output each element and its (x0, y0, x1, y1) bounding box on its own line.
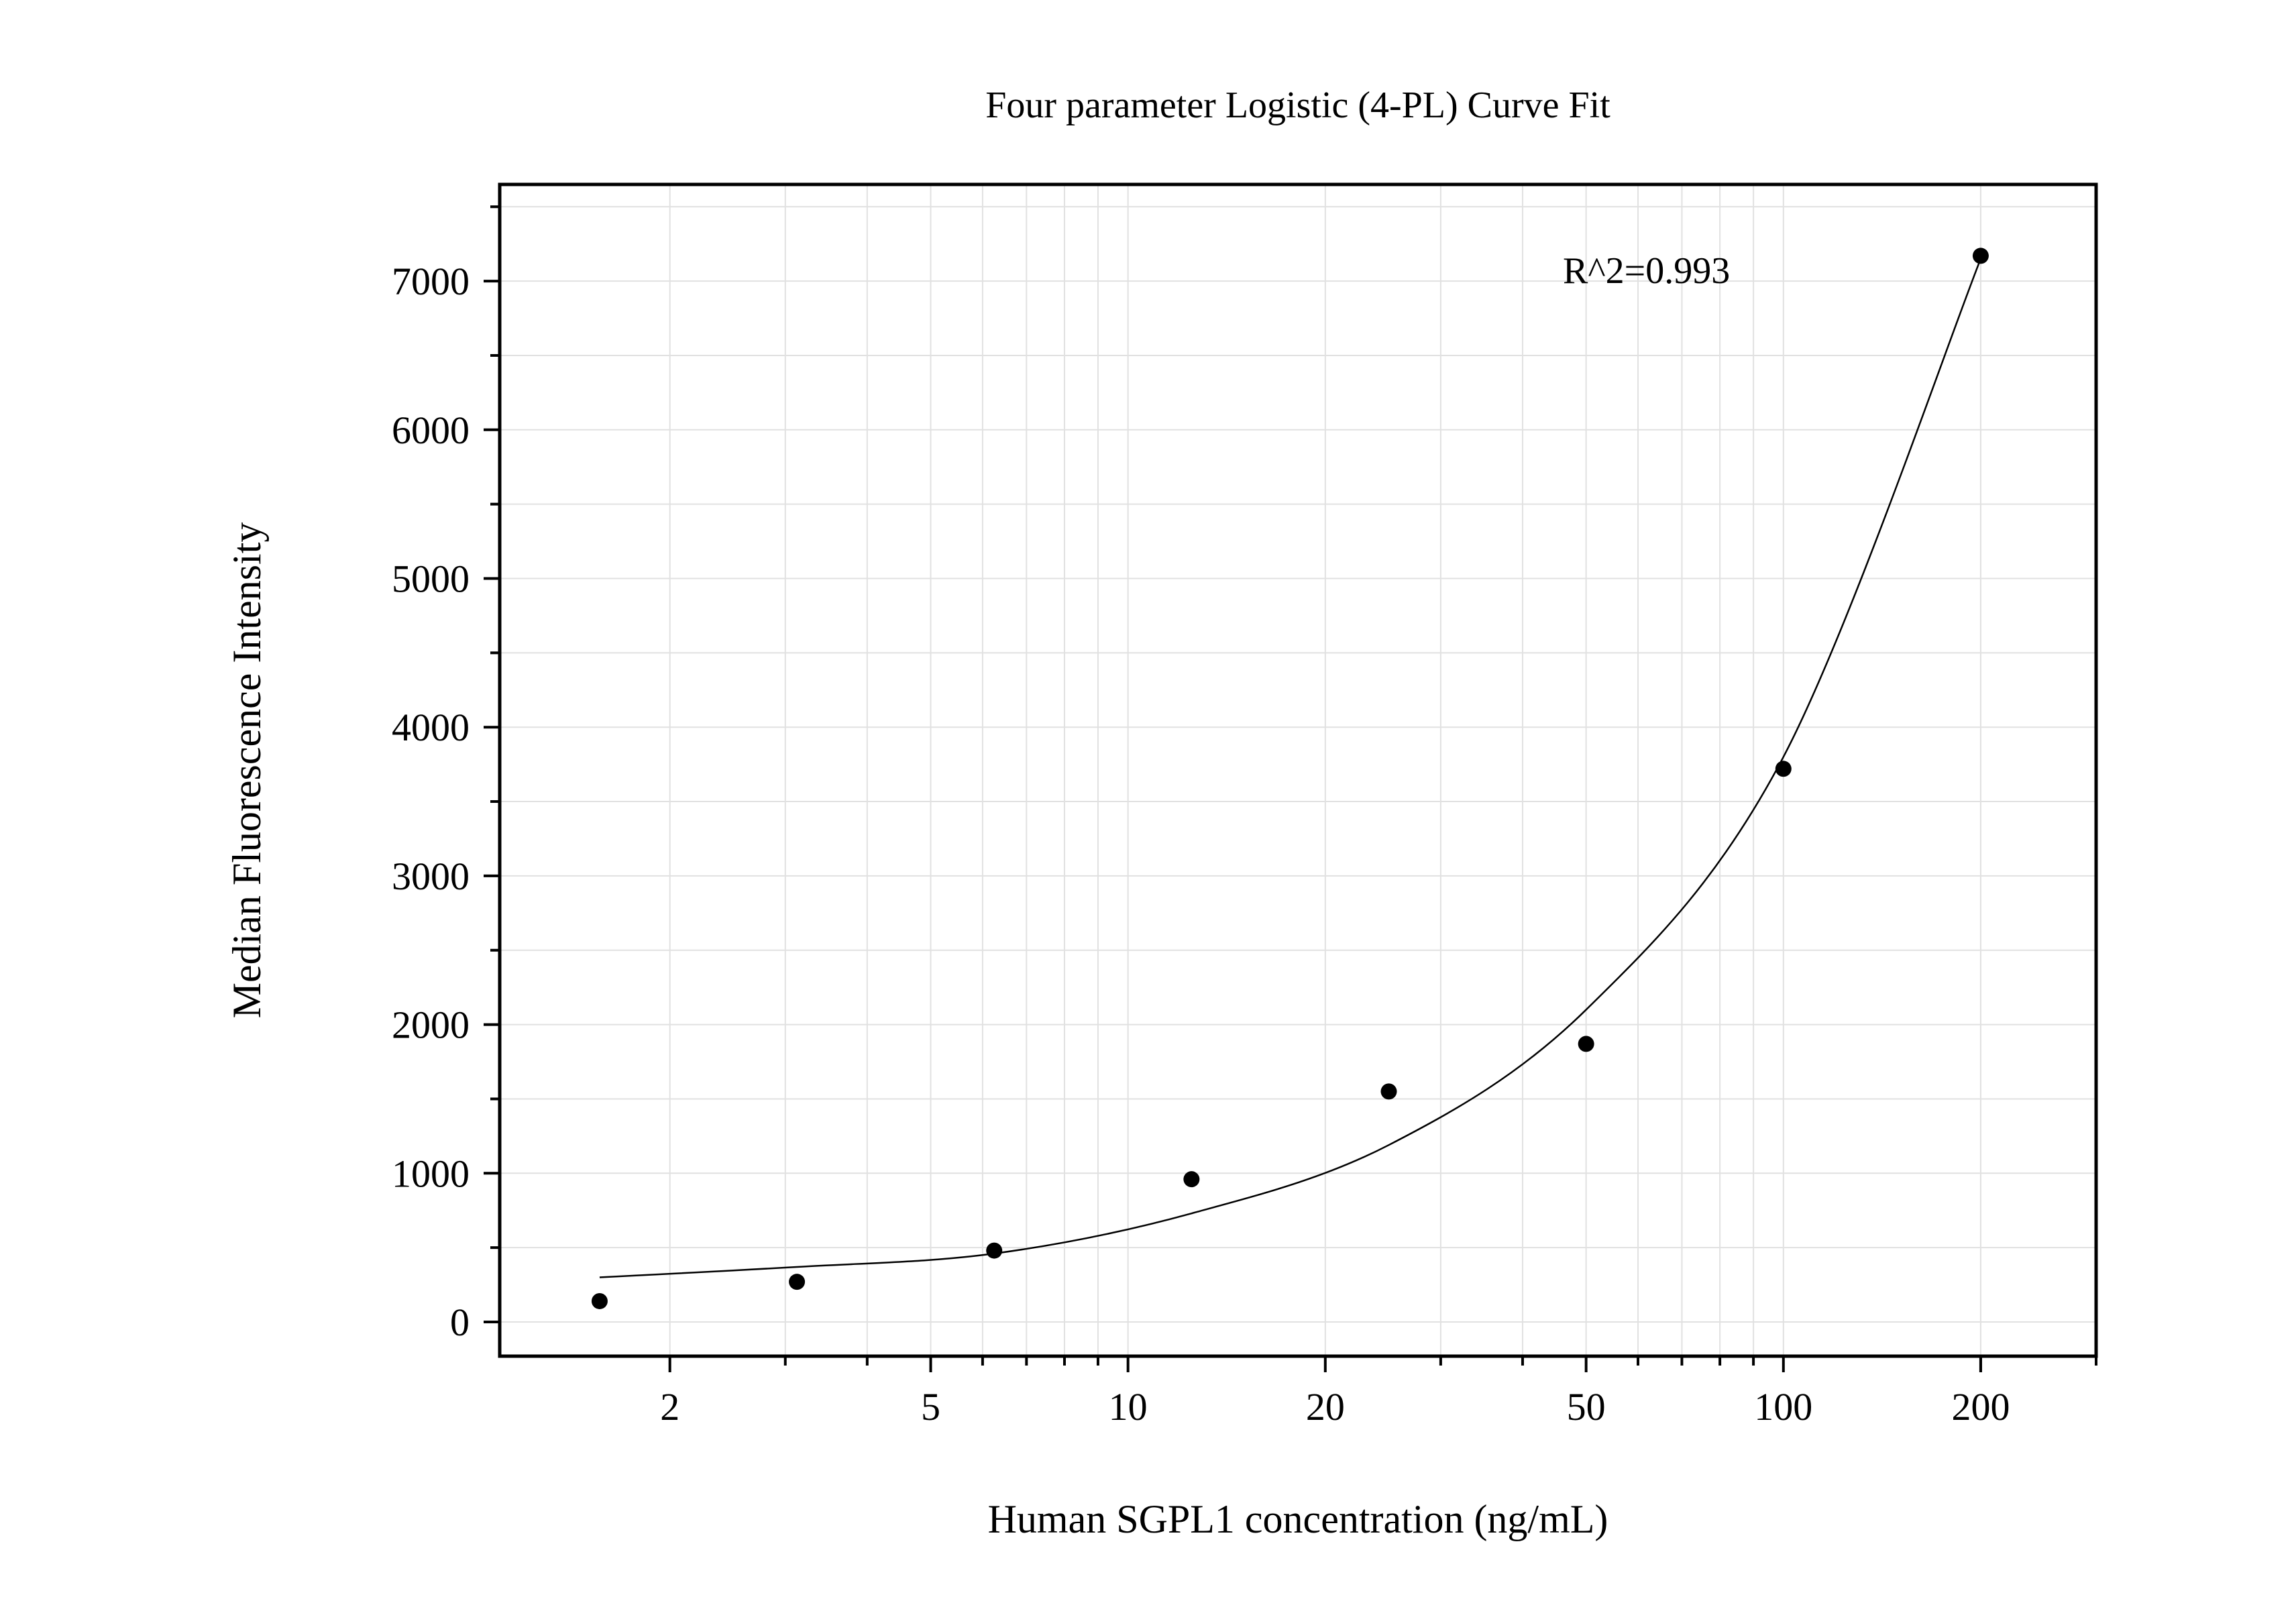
x-tick-label: 200 (1951, 1385, 2010, 1429)
data-point (1578, 1036, 1594, 1052)
data-point (591, 1292, 608, 1309)
y-tick-label: 0 (450, 1300, 470, 1344)
data-point (789, 1274, 806, 1290)
data-point (986, 1242, 1003, 1259)
x-tick-label: 20 (1306, 1385, 1345, 1429)
points-layer (591, 247, 1989, 1309)
y-tick-label: 2000 (392, 1003, 470, 1047)
y-tick-label: 7000 (392, 260, 470, 303)
y-tick-label: 4000 (392, 706, 470, 749)
x-tick-label: 2 (660, 1385, 679, 1429)
plot-frame (498, 182, 2098, 1358)
y-tick-label: 1000 (392, 1152, 470, 1195)
x-tick-label: 50 (1567, 1385, 1606, 1429)
x-tick-label: 100 (1754, 1385, 1812, 1429)
r-squared-annotation: R^2=0.993 (1563, 250, 1730, 292)
curve-layer (599, 258, 1982, 1278)
data-point (1380, 1083, 1397, 1100)
chart-title: Four parameter Logistic (4-PL) Curve Fit (985, 85, 1610, 126)
labels-layer: 2 5 10 20 50 100 20001000200030004000500060007… (392, 260, 2010, 1429)
y-tick-label: 3000 (392, 854, 470, 898)
x-tick-label: 10 (1109, 1385, 1148, 1429)
x-axis-label: Human SGPL1 concentration (ng/mL) (988, 1497, 1608, 1541)
y-axis-label: Median Fluorescence Intensity (225, 522, 269, 1019)
grid-layer (500, 184, 2097, 1356)
fit-curve-line (599, 258, 1982, 1278)
ticks-layer (484, 205, 2097, 1372)
data-point (1183, 1171, 1200, 1188)
y-tick-label: 5000 (392, 557, 470, 601)
data-point (1775, 761, 1792, 777)
x-tick-label: 5 (921, 1385, 940, 1429)
y-tick-label: 6000 (392, 408, 470, 452)
data-point (1972, 247, 1989, 264)
